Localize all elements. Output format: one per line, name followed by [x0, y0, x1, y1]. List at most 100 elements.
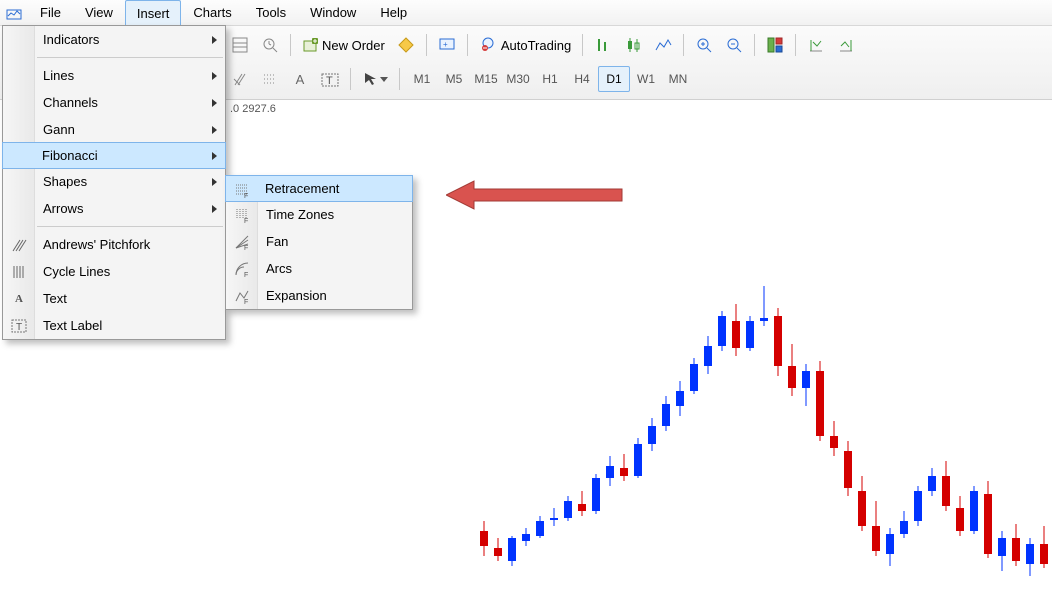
menu-item-label: Lines [43, 68, 74, 83]
menu-item-label: Text [43, 291, 67, 306]
fibonacci-item-expansion[interactable]: F Expansion [226, 282, 412, 309]
menu-item-label: Channels [43, 95, 98, 110]
cycle-icon [10, 263, 28, 281]
menu-charts[interactable]: Charts [181, 0, 243, 26]
menu-help[interactable]: Help [368, 0, 419, 26]
menu-view[interactable]: View [73, 0, 125, 26]
fibonacci-item-fan[interactable]: F Fan [226, 228, 412, 255]
separator [290, 34, 291, 56]
fibonacci-submenu: FRetracementFTime ZonesFFanFArcsFExpansi… [225, 175, 413, 310]
insert-item-shapes[interactable]: Shapes [3, 168, 225, 195]
fib-exp-icon: F [233, 287, 251, 305]
fib-fan-icon: F [233, 233, 251, 251]
candle [998, 531, 1006, 616]
separator [467, 34, 468, 56]
fib-arc-icon: F [233, 260, 251, 278]
text-label-tool-icon[interactable]: T [316, 65, 344, 93]
svg-text:F: F [244, 272, 248, 277]
menubar: FileViewInsertChartsToolsWindowHelp [0, 0, 1052, 26]
menu-insert[interactable]: Insert [125, 0, 182, 26]
candle [788, 344, 796, 616]
candle [1012, 524, 1020, 616]
menu-item-label: Expansion [266, 288, 327, 303]
insert-item-gann[interactable]: Gann [3, 116, 225, 143]
chart-list-icon[interactable] [226, 31, 254, 59]
separator [683, 34, 684, 56]
callout-arrow [446, 177, 626, 216]
insert-item-text-label[interactable]: TText Label [3, 312, 225, 339]
timeframe-d1[interactable]: D1 [598, 66, 630, 92]
new-order-button[interactable]: New Order [297, 31, 390, 59]
menu-file[interactable]: File [28, 0, 73, 26]
insert-item-andrews-pitchfork[interactable]: Andrews' Pitchfork [3, 231, 225, 258]
svg-text:F: F [244, 218, 248, 223]
candle [508, 536, 516, 616]
timeframe-h4[interactable]: H4 [566, 66, 598, 92]
candle [620, 454, 628, 616]
menu-item-label: Indicators [43, 32, 99, 47]
tile-windows-icon[interactable] [761, 31, 789, 59]
candle [928, 468, 936, 616]
candle-chart-icon[interactable] [619, 31, 647, 59]
cursor-arrows-icon[interactable] [357, 65, 393, 93]
new-order-label: New Order [322, 38, 385, 53]
insert-item-indicators[interactable]: Indicators [3, 26, 225, 53]
candle [732, 304, 740, 616]
timeframe-m1[interactable]: M1 [406, 66, 438, 92]
zoom-time-icon[interactable] [256, 31, 284, 59]
fib-tz-icon: F [233, 206, 251, 224]
svg-text:+: + [443, 40, 448, 49]
toolbar-row-2: A T M1M5M15M30H1H4D1W1MN [226, 62, 1052, 96]
line-chart-icon[interactable] [649, 31, 677, 59]
zoom-in-icon[interactable] [690, 31, 718, 59]
svg-text:T: T [326, 75, 333, 87]
insert-item-fibonacci[interactable]: Fibonacci [2, 142, 226, 169]
candle [970, 486, 978, 616]
menu-item-label: Cycle Lines [43, 264, 110, 279]
chevron-right-icon [212, 72, 217, 80]
text-tool-icon[interactable]: A [286, 65, 314, 93]
menu-item-label: Time Zones [266, 207, 334, 222]
timeframe-m15[interactable]: M15 [470, 66, 502, 92]
timeframe-mn[interactable]: MN [662, 66, 694, 92]
insert-item-lines[interactable]: Lines [3, 62, 225, 89]
bar-chart-icon[interactable] [589, 31, 617, 59]
insert-menu: Indicators Lines Channels Gann Fibonacci Shap… [2, 25, 226, 340]
candle [592, 474, 600, 616]
candle [536, 516, 544, 616]
fib-ret-icon: F [233, 181, 251, 199]
insert-item-text[interactable]: AText [3, 285, 225, 312]
timeframe-w1[interactable]: W1 [630, 66, 662, 92]
diamond-icon[interactable] [392, 31, 420, 59]
menu-item-label: Fibonacci [42, 148, 98, 163]
timeframe-m30[interactable]: M30 [502, 66, 534, 92]
candle [718, 311, 726, 616]
chevron-right-icon [212, 205, 217, 213]
candle [662, 396, 670, 616]
chevron-right-icon [212, 99, 217, 107]
insert-item-cycle-lines[interactable]: Cycle Lines [3, 258, 225, 285]
menu-item-label: Fan [266, 234, 288, 249]
timeframe-m5[interactable]: M5 [438, 66, 470, 92]
insert-item-channels[interactable]: Channels [3, 89, 225, 116]
shift-end-icon[interactable] [802, 31, 830, 59]
autotrading-button[interactable]: AutoTrading [474, 31, 576, 59]
menu-window[interactable]: Window [298, 0, 368, 26]
fibonacci-item-arcs[interactable]: FArcs [226, 255, 412, 282]
candle [648, 418, 656, 616]
expert-advisor-icon[interactable]: + [433, 31, 461, 59]
fibonacci-item-time-zones[interactable]: F Time Zones [226, 201, 412, 228]
insert-item-arrows[interactable]: Arrows [3, 195, 225, 222]
candle [830, 421, 838, 616]
fibonacci-item-retracement[interactable]: FRetracement [225, 175, 413, 202]
candle [690, 358, 698, 616]
dotted-tool-icon[interactable] [256, 65, 284, 93]
timeframe-h1[interactable]: H1 [534, 66, 566, 92]
candle [816, 361, 824, 616]
zoom-out-icon[interactable] [720, 31, 748, 59]
candle [1040, 526, 1048, 616]
candle [676, 381, 684, 616]
auto-scroll-icon[interactable] [832, 31, 860, 59]
pitchfork-small-icon[interactable] [226, 65, 254, 93]
menu-tools[interactable]: Tools [244, 0, 298, 26]
